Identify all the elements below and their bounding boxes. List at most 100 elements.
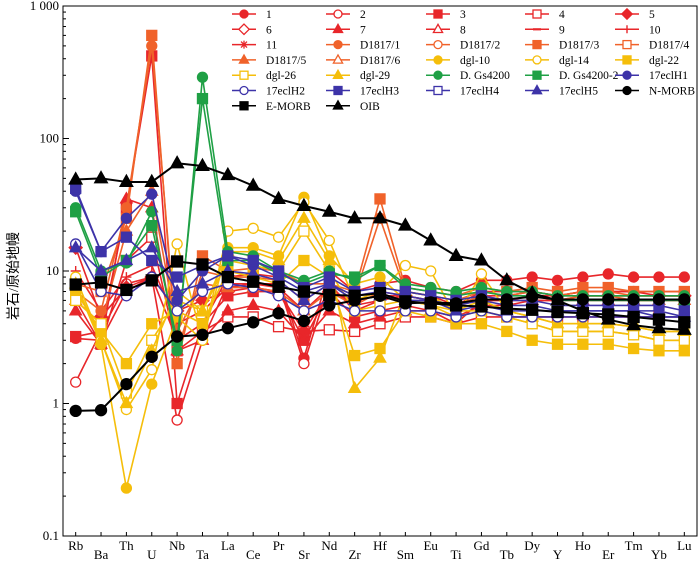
legend-marker xyxy=(433,70,443,80)
legend-item: D1817/3 xyxy=(525,40,600,52)
data-point xyxy=(501,325,513,338)
data-point xyxy=(373,287,387,300)
legend-label: D. Gs4200 xyxy=(460,70,510,82)
data-point xyxy=(323,299,336,312)
data-point xyxy=(70,182,82,195)
legend-item: dgl-29 xyxy=(326,68,390,82)
x-tick-label: Pr xyxy=(273,538,285,553)
data-point xyxy=(120,283,133,297)
data-point xyxy=(120,357,133,370)
legend-item: 1 xyxy=(232,9,272,21)
legend-label: 17eclH1 xyxy=(649,70,688,82)
data-point xyxy=(94,276,108,289)
data-point xyxy=(70,376,82,388)
data-point xyxy=(195,276,210,289)
x-tick-label: Ta xyxy=(196,547,209,562)
data-point xyxy=(323,324,335,336)
data-point xyxy=(602,338,614,350)
data-point xyxy=(146,29,158,42)
data-point xyxy=(195,303,210,316)
x-tick-label: Nb xyxy=(169,538,185,553)
y-tick-label: 10 xyxy=(46,263,59,278)
x-tick-label: Rb xyxy=(68,538,83,553)
data-point xyxy=(95,245,107,258)
data-point xyxy=(348,349,361,362)
data-point xyxy=(526,271,538,283)
data-point xyxy=(247,254,259,267)
data-point xyxy=(397,217,413,231)
data-point xyxy=(423,232,439,246)
data-point xyxy=(120,231,133,243)
data-point xyxy=(600,311,616,325)
data-point xyxy=(297,314,311,328)
data-point xyxy=(297,210,311,223)
data-point xyxy=(323,288,336,302)
data-point xyxy=(626,316,642,331)
data-point xyxy=(652,293,666,306)
legend: 1 2 3 4 5 6 7 8 9 10 11 D1817/1 D1817/2 D1817/3 D1817/… xyxy=(232,7,695,113)
data-point xyxy=(169,155,185,169)
data-point xyxy=(399,259,412,272)
data-point xyxy=(550,316,565,329)
legend-item: 5 xyxy=(615,7,655,21)
data-point xyxy=(247,316,260,329)
data-point xyxy=(372,210,388,224)
data-point xyxy=(170,330,184,343)
data-point xyxy=(526,334,538,346)
data-point xyxy=(171,271,183,283)
data-point xyxy=(272,280,285,293)
legend-marker xyxy=(239,85,249,96)
data-point xyxy=(627,342,640,355)
x-tick-label: Ba xyxy=(94,547,109,562)
data-point xyxy=(577,338,589,350)
legend-item: D1817/1 xyxy=(326,40,401,52)
data-point xyxy=(577,271,589,283)
legend-marker xyxy=(237,23,251,36)
legend-label: E-MORB xyxy=(266,101,311,113)
data-point xyxy=(551,305,564,319)
legend-item: 3 xyxy=(426,9,466,21)
data-point xyxy=(323,234,335,247)
data-point xyxy=(348,305,361,317)
legend-item: 17eclH2 xyxy=(232,86,305,98)
legend-marker xyxy=(333,39,343,50)
data-point xyxy=(448,247,464,261)
data-point xyxy=(220,166,236,181)
data-point xyxy=(220,303,235,316)
data-point xyxy=(195,157,210,172)
data-point xyxy=(171,414,183,426)
data-point xyxy=(94,332,108,345)
data-point xyxy=(374,259,386,272)
legend-item: D1817/6 xyxy=(326,53,401,67)
data-point xyxy=(146,219,158,232)
legend-item: D1817/2 xyxy=(426,40,501,52)
y-axis-label: 岩石/原始地幔 xyxy=(6,232,22,320)
legend-item: D1817/4 xyxy=(615,40,690,52)
legend-item: E-MORB xyxy=(232,101,311,113)
y-tick-label: 1 000 xyxy=(30,0,59,13)
data-point xyxy=(118,173,134,187)
legend-marker xyxy=(620,7,634,21)
legend-marker xyxy=(239,9,249,19)
legend-item: dgl-10 xyxy=(426,55,490,67)
legend-marker xyxy=(332,68,344,80)
x-tick-label: Zr xyxy=(348,547,361,562)
legend-label: 3 xyxy=(460,9,466,21)
data-point xyxy=(121,272,132,283)
legend-marker xyxy=(531,84,543,95)
legend-marker xyxy=(333,85,343,96)
data-point xyxy=(144,240,159,253)
data-point xyxy=(374,271,386,283)
data-point xyxy=(69,278,82,291)
legend-marker xyxy=(433,39,443,50)
data-point xyxy=(146,188,158,200)
data-point xyxy=(399,295,412,308)
data-point xyxy=(678,334,690,346)
data-point xyxy=(271,252,286,266)
data-point xyxy=(348,271,361,283)
data-point xyxy=(171,345,183,357)
legend-marker xyxy=(332,53,344,64)
legend-marker xyxy=(240,40,248,49)
data-point xyxy=(298,254,310,267)
data-point xyxy=(297,332,311,345)
